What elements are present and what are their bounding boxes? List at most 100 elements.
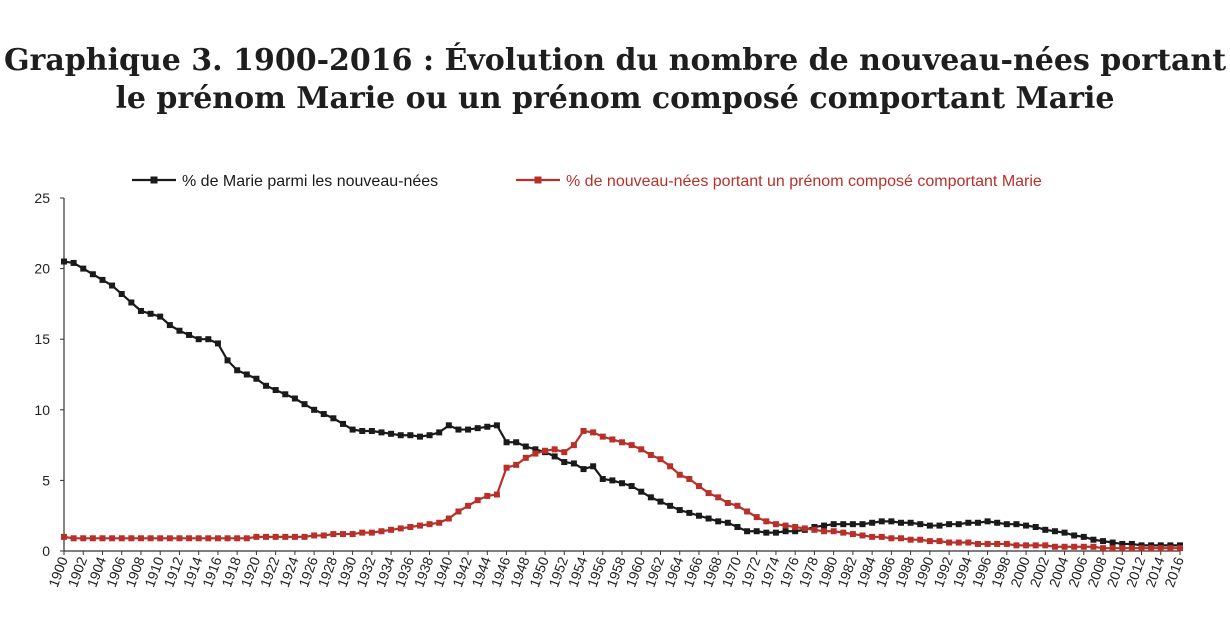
axes: 0510152025190019021904190619081910191219… [34, 190, 1186, 589]
data-point [320, 532, 327, 539]
data-point [859, 521, 866, 528]
data-point [522, 454, 529, 461]
data-point [1032, 523, 1039, 530]
data-point [272, 387, 279, 394]
chart-title: Graphique 3. 1900-2016 : Évolution du no… [0, 42, 1230, 118]
y-tick-label: 20 [34, 261, 50, 277]
data-point [1023, 542, 1030, 549]
data-point [1080, 533, 1087, 540]
data-point [763, 518, 770, 525]
data-point [753, 514, 760, 521]
data-point [984, 540, 991, 547]
data-point [493, 422, 500, 429]
data-point [407, 432, 414, 439]
data-point [1051, 543, 1058, 550]
data-point [1051, 528, 1058, 535]
data-point [994, 519, 1001, 526]
data-point [378, 528, 385, 535]
data-point [1023, 522, 1030, 529]
data-point [282, 533, 289, 540]
data-point [840, 529, 847, 536]
data-point [792, 523, 799, 530]
data-point [955, 539, 962, 546]
data-point [590, 463, 597, 470]
data-point [272, 533, 279, 540]
data-point [1100, 538, 1107, 545]
data-point [176, 327, 183, 334]
data-point [263, 382, 270, 389]
data-point [849, 521, 856, 528]
data-point [830, 528, 837, 535]
data-point [147, 535, 154, 542]
data-point [715, 494, 722, 501]
data-point [61, 533, 67, 540]
data-point [965, 519, 972, 526]
data-point [609, 436, 616, 443]
data-point [61, 258, 67, 265]
data-point [667, 463, 674, 470]
data-point [118, 535, 125, 542]
data-point [291, 533, 298, 540]
data-point [128, 535, 135, 542]
data-point [311, 406, 318, 413]
data-point [157, 535, 164, 542]
data-point [1071, 532, 1078, 539]
data-point [638, 446, 645, 453]
data-point [821, 528, 828, 535]
y-tick-label: 15 [34, 331, 50, 347]
data-point [340, 420, 346, 427]
data-point [234, 535, 241, 542]
data-point [214, 535, 221, 542]
data-point [234, 367, 241, 374]
data-point [80, 265, 87, 272]
y-tick-label: 5 [42, 472, 50, 488]
data-point [1100, 545, 1107, 552]
data-point [590, 429, 597, 436]
data-point [330, 415, 337, 422]
data-point [1128, 540, 1135, 547]
data-point [1061, 543, 1068, 550]
data-point [311, 532, 318, 539]
data-point [407, 523, 414, 530]
data-point [416, 522, 423, 529]
data-point [436, 519, 443, 526]
data-point [503, 439, 510, 446]
data-point [89, 271, 96, 278]
legend: % de Marie parmi les nouveau-nées % de no… [132, 173, 1042, 190]
y-tick-label: 0 [42, 543, 50, 559]
chart-title-line2: le prénom Marie ou un prénom composé com… [115, 81, 1115, 116]
data-point [686, 475, 693, 482]
data-point [205, 336, 212, 343]
data-point [734, 502, 741, 509]
data-point [1042, 526, 1049, 533]
data-point [224, 357, 231, 364]
data-point [657, 498, 664, 505]
data-point [994, 540, 1001, 547]
data-point [744, 508, 751, 515]
data-point [243, 371, 250, 378]
data-point [974, 519, 981, 526]
y-tick-label: 25 [34, 190, 50, 206]
data-point [137, 535, 144, 542]
data-point [840, 521, 847, 528]
data-point [888, 535, 895, 542]
data-point [898, 535, 904, 542]
data-point [724, 499, 731, 506]
data-point [465, 502, 472, 509]
data-point [157, 313, 164, 320]
data-point [282, 391, 289, 398]
data-point [99, 276, 106, 283]
data-point [1177, 545, 1183, 552]
data-point [426, 521, 433, 528]
data-point [1090, 536, 1097, 543]
data-point [378, 429, 385, 436]
data-point [878, 518, 885, 525]
data-point [1128, 545, 1135, 552]
data-point [974, 540, 981, 547]
data-point [320, 411, 327, 418]
data-point [772, 521, 779, 528]
data-point [628, 483, 635, 490]
data-point [580, 427, 587, 434]
data-point [243, 535, 250, 542]
data-point [109, 282, 116, 289]
